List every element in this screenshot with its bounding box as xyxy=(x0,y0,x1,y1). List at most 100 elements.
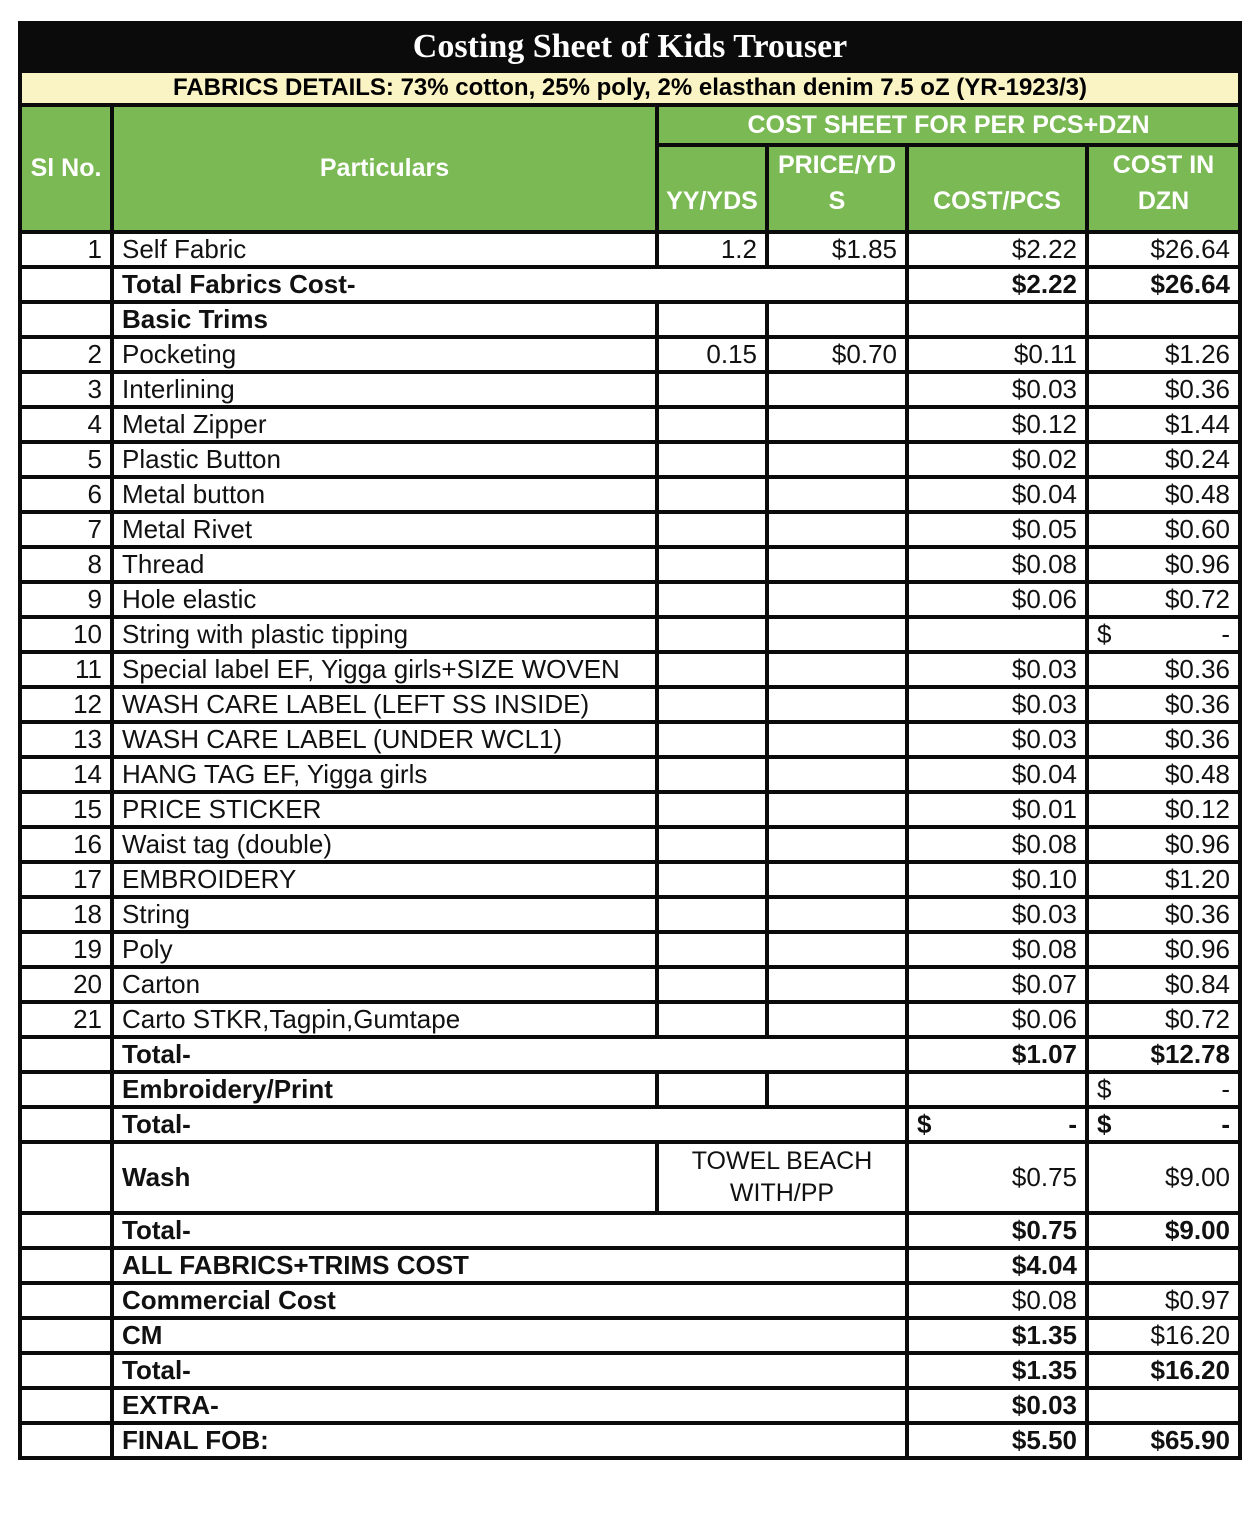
cell-particulars: EMBROIDERY xyxy=(110,859,659,899)
table-row: 21 Carto STKR,Tagpin,Gumtape $0.06 $0.72 xyxy=(18,999,1243,1039)
cell-cost-pcs: $0.02 xyxy=(905,439,1089,479)
cell-cost-in-dzn: $0.24 xyxy=(1084,439,1243,479)
cell-cost-pcs: $0.03 xyxy=(905,719,1089,759)
cell-wash-type: TOWEL BEACH WITH/PP xyxy=(655,1139,909,1215)
cell-yy-yds xyxy=(655,719,769,759)
costing-table: Costing Sheet of Kids Trouser FABRICS DE… xyxy=(17,21,1243,1460)
cell-yy-yds: 0.15 xyxy=(655,334,769,374)
cell-particulars: HANG TAG EF, Yigga girls xyxy=(110,754,659,794)
cell-price-yds xyxy=(765,544,909,584)
cell-price-yds: $1.85 xyxy=(765,229,909,269)
cell-price-yds xyxy=(765,824,909,864)
cell-yy-yds xyxy=(655,474,769,514)
cell-cost-in-dzn: $9.00 xyxy=(1084,1210,1243,1250)
column-header-yy-yds: YY/YDS xyxy=(655,143,769,234)
table-row: 7 Metal Rivet $0.05 $0.60 xyxy=(18,509,1243,549)
cell-yy-yds xyxy=(655,544,769,584)
cell-cost-pcs xyxy=(905,614,1089,654)
table-row: Total- $ - $ - xyxy=(18,1104,1243,1144)
cell-cost-in-dzn: $12.78 xyxy=(1084,1034,1243,1074)
table-row: Basic Trims xyxy=(18,299,1243,339)
cell-price-yds xyxy=(765,579,909,619)
cell-sl-no xyxy=(18,1350,114,1390)
cell-cost-pcs: $0.12 xyxy=(905,404,1089,444)
cell-cost-in-dzn: $0.12 xyxy=(1084,789,1243,829)
cell-cost-pcs: $0.03 xyxy=(905,1385,1089,1425)
cell-particulars: String xyxy=(110,894,659,934)
cell-cost-in-dzn: $0.60 xyxy=(1084,509,1243,549)
cell-sl-no xyxy=(18,1069,114,1109)
cell-cost-in-dzn: $1.44 xyxy=(1084,404,1243,444)
cell-cost-in-dzn: $16.20 xyxy=(1084,1315,1243,1355)
cell-particulars: Total- xyxy=(110,1034,909,1074)
table-row: Total Fabrics Cost- $2.22 $26.64 xyxy=(18,264,1243,304)
cell-yy-yds xyxy=(655,299,769,339)
cell-sl-no xyxy=(18,1280,114,1320)
table-row: 16 Waist tag (double) $0.08 $0.96 xyxy=(18,824,1243,864)
cell-yy-yds xyxy=(655,789,769,829)
cell-cost-pcs: $5.50 xyxy=(905,1420,1089,1460)
table-row: ALL FABRICS+TRIMS COST $4.04 xyxy=(18,1245,1243,1285)
cell-cost-in-dzn: $0.48 xyxy=(1084,754,1243,794)
cell-cost-pcs: $0.08 xyxy=(905,544,1089,584)
cell-sl-no xyxy=(18,1420,114,1460)
table-row: FINAL FOB: $5.50 $65.90 xyxy=(18,1420,1243,1460)
cell-price-yds xyxy=(765,404,909,444)
cell-price-yds xyxy=(765,439,909,479)
cell-sl-no: 14 xyxy=(18,754,114,794)
cell-yy-yds xyxy=(655,824,769,864)
cell-cost-in-dzn: $0.84 xyxy=(1084,964,1243,1004)
cell-sl-no xyxy=(18,1385,114,1425)
table-row: Total- $0.75 $9.00 xyxy=(18,1210,1243,1250)
cell-price-yds xyxy=(765,299,909,339)
cell-yy-yds xyxy=(655,684,769,724)
table-row: Commercial Cost $0.08 $0.97 xyxy=(18,1280,1243,1320)
table-row: Embroidery/Print $ - xyxy=(18,1069,1243,1109)
cell-particulars: Metal Zipper xyxy=(110,404,659,444)
cell-cost-in-dzn: $0.36 xyxy=(1084,894,1243,934)
table-row: 11 Special label EF, Yigga girls+SIZE WO… xyxy=(18,649,1243,689)
cell-cost-in-dzn: $0.72 xyxy=(1084,999,1243,1039)
table-row: Wash TOWEL BEACH WITH/PP $0.75 $9.00 xyxy=(18,1139,1243,1215)
table-row: 19 Poly $0.08 $0.96 xyxy=(18,929,1243,969)
cell-price-yds xyxy=(765,754,909,794)
header-banner-row: Sl No. Particulars COST SHEET FOR PER PC… xyxy=(18,103,1243,234)
cell-cost-in-dzn: $16.20 xyxy=(1084,1350,1243,1390)
cell-particulars: Special label EF, Yigga girls+SIZE WOVEN xyxy=(110,649,659,689)
cell-sl-no: 1 xyxy=(18,229,114,269)
cell-price-yds xyxy=(765,369,909,409)
cell-cost-in-dzn: $0.72 xyxy=(1084,579,1243,619)
cell-cost-pcs: $0.75 xyxy=(905,1210,1089,1250)
cell-yy-yds xyxy=(655,999,769,1039)
cell-particulars: Carton xyxy=(110,964,659,1004)
cell-particulars: Total- xyxy=(110,1350,909,1390)
cell-sl-no: 8 xyxy=(18,544,114,584)
cell-sl-no: 9 xyxy=(18,579,114,619)
cell-cost-pcs: $1.35 xyxy=(905,1350,1089,1390)
cell-yy-yds xyxy=(655,369,769,409)
cell-price-yds xyxy=(765,719,909,759)
cell-cost-pcs: $0.03 xyxy=(905,369,1089,409)
costing-sheet: Costing Sheet of Kids Trouser FABRICS DE… xyxy=(17,21,1243,1460)
cell-sl-no xyxy=(18,264,114,304)
cell-cost-pcs: $0.03 xyxy=(905,649,1089,689)
cell-sl-no: 12 xyxy=(18,684,114,724)
cell-cost-in-dzn: $0.36 xyxy=(1084,369,1243,409)
cell-yy-yds xyxy=(655,894,769,934)
fabrics-details: FABRICS DETAILS: 73% cotton, 25% poly, 2… xyxy=(17,69,1243,107)
cell-cost-pcs: $0.03 xyxy=(905,894,1089,934)
cell-cost-in-dzn: $0.36 xyxy=(1084,649,1243,689)
column-header-sl-no: Sl No. xyxy=(18,103,114,234)
cell-sl-no: 16 xyxy=(18,824,114,864)
cell-cost-pcs: $0.06 xyxy=(905,579,1089,619)
title-row: Costing Sheet of Kids Trouser xyxy=(17,21,1243,73)
cell-cost-in-dzn: $ - xyxy=(1084,614,1243,654)
cell-price-yds xyxy=(765,964,909,1004)
cell-particulars: EXTRA- xyxy=(110,1385,909,1425)
cell-yy-yds xyxy=(655,649,769,689)
table-row: 9 Hole elastic $0.06 $0.72 xyxy=(18,579,1243,619)
table-row: 5 Plastic Button $0.02 $0.24 xyxy=(18,439,1243,479)
cell-sl-no: 3 xyxy=(18,369,114,409)
cell-cost-pcs: $0.10 xyxy=(905,859,1089,899)
